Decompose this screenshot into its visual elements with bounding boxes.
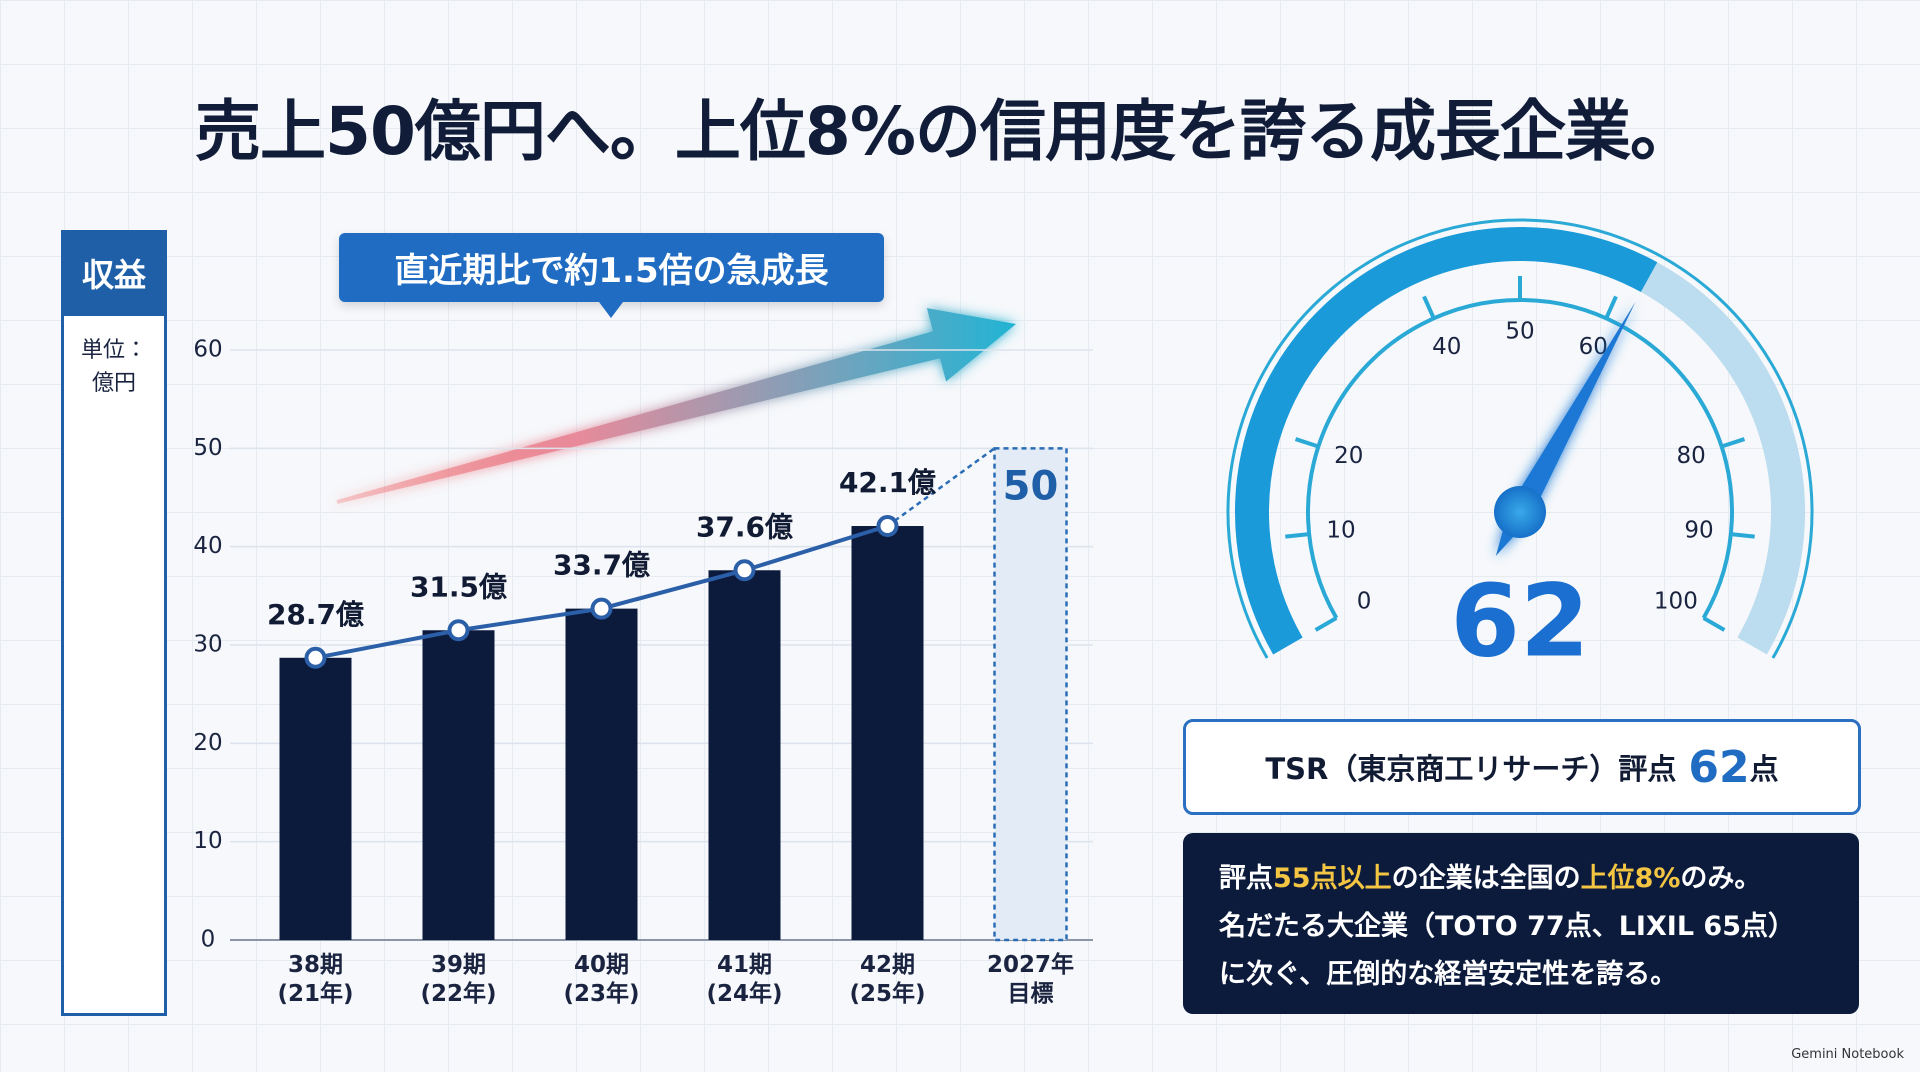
bar <box>565 608 638 940</box>
value-label: 37.6億 <box>696 510 793 543</box>
trend-point <box>876 515 899 538</box>
title: 売上50億円へ。上位8%の信用度を誇る成長企業。 <box>195 93 1696 170</box>
note-highlight: 55点以上 <box>1273 863 1392 894</box>
trend-point <box>304 646 327 669</box>
trend-point <box>733 559 756 582</box>
note-text: に次ぐ、圧倒的な経営安定性を誇る。 <box>1219 959 1678 990</box>
note-line: に次ぐ、圧倒的な経営安定性を誇る。 <box>1219 951 1823 999</box>
gauge-tick-label: 40 <box>1432 334 1461 360</box>
panel-frame <box>61 230 167 1016</box>
value-label: 28.7億 <box>267 598 364 631</box>
note-text: 名だたる大企業（TOTO 77点、LIXIL 65点） <box>1219 911 1796 942</box>
bar <box>279 657 352 940</box>
target-connector <box>886 447 996 528</box>
note-text: のみ。 <box>1680 863 1762 894</box>
x-tick-label: 39期 (22年) <box>420 952 497 1007</box>
y-tick-label: 10 <box>193 828 222 854</box>
gauge-tick-label: 10 <box>1326 517 1355 543</box>
gauge-tick-label: 50 <box>1505 319 1534 345</box>
panel-label: 収益 <box>61 230 167 316</box>
gauge-tick-label: 90 <box>1684 517 1713 543</box>
score-suffix: 点 <box>1749 752 1779 786</box>
note-line: 名だたる大企業（TOTO 77点、LIXIL 65点） <box>1219 903 1823 951</box>
x-tick-label: 2027年 目標 <box>986 952 1074 1007</box>
gauge-tick <box>1721 437 1746 449</box>
gauge-inner-arc <box>1306 298 1734 619</box>
note-text: 評点 <box>1219 863 1273 894</box>
gauge-tick-label: 0 <box>1357 589 1372 615</box>
gauge-outer-rim <box>1226 218 1814 659</box>
y-tick-label: 20 <box>193 730 222 756</box>
trend-point <box>590 597 613 620</box>
x-tick-label: 42期 (25年) <box>849 952 926 1007</box>
value-label: 31.5億 <box>410 570 507 603</box>
note-box: 評点55点以上の企業は全国の上位8%のみ。名だたる大企業（TOTO 77点、LI… <box>1183 833 1859 1014</box>
gauge-tick <box>1422 295 1436 320</box>
note-text: の企業は全国の <box>1391 863 1581 894</box>
note-highlight: 上位8% <box>1580 863 1681 894</box>
target-label: 50 <box>1003 463 1059 509</box>
x-tick-label: 41期 (24年) <box>706 952 783 1007</box>
gauge-tick-label: 20 <box>1334 443 1363 469</box>
y-tick-label: 30 <box>193 632 222 658</box>
value-label: 42.1億 <box>839 466 936 499</box>
gauge-tick <box>1314 616 1338 632</box>
value-label: 33.7億 <box>553 549 650 582</box>
callout: 直近期比で約1.5倍の急成長 <box>339 233 884 318</box>
bar <box>708 570 781 940</box>
growth-arrow <box>336 308 1016 504</box>
y-tick-label: 50 <box>193 435 222 461</box>
gauge-tick-label: 100 <box>1654 589 1698 615</box>
gauge-tick <box>1702 616 1726 632</box>
unit-label: 単位：億円 <box>80 338 147 396</box>
gauge-tick-label: 80 <box>1677 443 1706 469</box>
gauge-hub <box>1494 486 1546 538</box>
score-prefix: TSR（東京商工リサーチ）評点 <box>1265 752 1677 786</box>
y-tick-label: 0 <box>201 927 216 953</box>
gauge-track <box>1640 262 1805 655</box>
y-tick-label: 40 <box>193 533 222 559</box>
gauge-tick <box>1285 532 1310 539</box>
score-value: 62 <box>1688 741 1750 793</box>
watermark: Gemini Notebook <box>1791 1047 1904 1062</box>
trend-point <box>447 619 470 642</box>
bar <box>422 630 495 940</box>
x-tick-label: 40期 (23年) <box>563 952 640 1007</box>
x-tick-label: 38期 (21年) <box>277 952 354 1007</box>
gauge-value-arc <box>1235 227 1658 655</box>
bar <box>851 526 924 940</box>
y-tick-label: 60 <box>193 337 222 363</box>
score-box: TSR（東京商工リサーチ）評点 62 点 <box>1183 719 1861 815</box>
gauge-tick <box>1604 295 1618 320</box>
gauge-value: 62 <box>1450 562 1589 679</box>
note-line: 評点55点以上の企業は全国の上位8%のみ。 <box>1219 855 1823 903</box>
target-bar <box>993 447 1068 942</box>
gauge-tick <box>1294 437 1319 449</box>
gauge-tick <box>1730 532 1755 539</box>
